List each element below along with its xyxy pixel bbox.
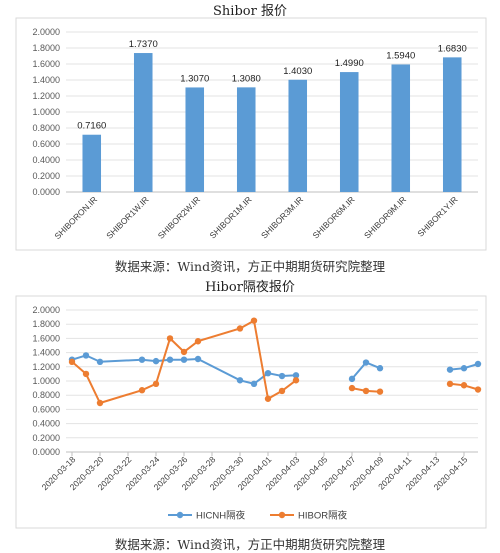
chart1-x-tick-label: SHIBOR6M.IR bbox=[311, 194, 357, 240]
chart2-y-tick-label: 1.2000 bbox=[32, 362, 60, 372]
chart1-y-tick-label: 0.6000 bbox=[32, 139, 60, 149]
hicnh-data-point bbox=[236, 377, 244, 384]
hicnh-data-point bbox=[460, 365, 468, 372]
hicnh-data-point bbox=[348, 375, 356, 383]
hibor-data-point bbox=[180, 348, 188, 356]
chart1-data-label: 1.6830 bbox=[438, 43, 467, 54]
hibor-data-point bbox=[96, 399, 104, 407]
chart1-data-label: 1.3070 bbox=[180, 73, 209, 84]
chart2-y-tick-label: 0.6000 bbox=[32, 404, 60, 414]
hibor-data-point bbox=[446, 380, 454, 388]
chart1-data-label: 1.7370 bbox=[129, 39, 158, 50]
shibor-bar-chart: 0.0000 0.2000 0.4000 0.6000 0.8000 1.0000 1.20… bbox=[15, 17, 487, 251]
chart2-y-tick-label: 0.8000 bbox=[32, 390, 60, 400]
chart1-bar bbox=[82, 134, 102, 192]
chart2-y-tick-label: 1.6000 bbox=[32, 333, 60, 343]
hibor-data-point bbox=[152, 380, 160, 388]
chart1-bar bbox=[133, 53, 153, 192]
chart1-y-tick-label: 1.4000 bbox=[32, 75, 60, 85]
chart1-data-label: 1.3080 bbox=[232, 73, 261, 84]
chart1-bar bbox=[185, 87, 205, 192]
hicnh-data-point bbox=[82, 352, 90, 359]
hibor-data-point bbox=[460, 382, 468, 389]
chart2-y-tick-label: 2.0000 bbox=[32, 305, 60, 315]
chart1-y-tick-label: 0.8000 bbox=[32, 123, 60, 133]
chart1-x-tick-label: SHIBOR3M.IR bbox=[259, 194, 305, 240]
chart2-title: Hibor隔夜报价 bbox=[205, 280, 295, 295]
hicnh-data-point bbox=[362, 359, 370, 366]
hibor-data-point bbox=[194, 338, 202, 345]
hicnh-data-point bbox=[250, 380, 258, 388]
chart2-y-tick-label: 0.2000 bbox=[32, 433, 60, 443]
chart2-y-tick-label: 0.0000 bbox=[32, 447, 60, 457]
chart1-data-label: 0.7160 bbox=[77, 121, 106, 132]
hibor-data-point bbox=[474, 386, 482, 393]
chart2-y-tick-label: 0.4000 bbox=[32, 419, 60, 429]
hibor-data-point bbox=[376, 388, 384, 395]
hicnh-data-point bbox=[376, 365, 384, 372]
hibor-data-point bbox=[250, 317, 258, 324]
chart1-y-tick-label: 0.4000 bbox=[32, 155, 60, 165]
hibor-data-point bbox=[292, 377, 300, 384]
chart1-data-label: 1.4990 bbox=[335, 58, 364, 69]
chart1-bar bbox=[236, 87, 256, 192]
chart1-data-label: 1.5940 bbox=[386, 50, 415, 61]
chart1-data-label: 1.4030 bbox=[283, 66, 312, 77]
chart2-y-tick-label: 1.8000 bbox=[32, 319, 60, 329]
hibor-data-point bbox=[264, 395, 272, 402]
hibor-data-point bbox=[68, 358, 76, 366]
hicnh-data-point bbox=[180, 356, 188, 363]
hibor-data-point bbox=[82, 370, 90, 378]
hicnh-data-point bbox=[474, 360, 482, 368]
chart2-source: 数据来源：Wind资讯，方正中期期货研究院整理 bbox=[114, 537, 386, 552]
chart1-y-tick-label: 1.6000 bbox=[32, 59, 60, 69]
hicnh-data-point bbox=[264, 369, 272, 377]
hibor-data-point bbox=[278, 387, 286, 395]
chart1-y-tick-label: 1.0000 bbox=[32, 107, 60, 117]
hibor-data-point bbox=[166, 335, 174, 342]
chart1-y-tick-label: 1.2000 bbox=[32, 91, 60, 101]
hicnh-data-point bbox=[166, 356, 174, 363]
legend-swatch-marker bbox=[176, 511, 184, 519]
chart1-bar bbox=[339, 72, 359, 192]
chart1-bar bbox=[391, 64, 411, 192]
chart1-x-tick-label: SHIBOR1M.IR bbox=[208, 194, 254, 240]
chart1-y-tick-label: 1.8000 bbox=[32, 43, 60, 53]
hicnh-data-point bbox=[446, 366, 454, 373]
hicnh-data-point bbox=[96, 358, 104, 366]
hibor-data-point bbox=[138, 387, 146, 394]
chart2-y-tick-label: 1.0000 bbox=[32, 376, 60, 386]
chart2-y-tick-label: 1.4000 bbox=[32, 348, 60, 358]
chart1-bar bbox=[442, 57, 462, 192]
legend-entry-label: HIBOR隔夜 bbox=[298, 510, 348, 522]
hicnh-data-point bbox=[278, 372, 286, 380]
legend-swatch-marker bbox=[278, 511, 286, 519]
hibor-line-chart: 0.0000 0.2000 0.4000 0.6000 0.8000 1.0000 1.20… bbox=[15, 295, 487, 529]
chart1-x-tick-label: SHIBOR2W.IR bbox=[156, 194, 202, 240]
chart1-source: 数据来源：Wind资讯，方正中期期货研究院整理 bbox=[114, 259, 386, 274]
hicnh-data-point bbox=[194, 355, 202, 363]
legend-entry-label: HICNH隔夜 bbox=[196, 510, 246, 522]
chart1-x-tick-label: SHIBOR1W.IR bbox=[104, 194, 150, 240]
hicnh-data-point bbox=[152, 357, 160, 365]
chart1-x-tick-label: SHIBOR1Y.IR bbox=[415, 194, 459, 238]
hicnh-data-point bbox=[292, 372, 300, 379]
chart1-y-tick-label: 0.2000 bbox=[32, 171, 60, 181]
hibor-data-point bbox=[362, 387, 370, 395]
hibor-data-point bbox=[348, 384, 356, 392]
chart1-title: Shibor 报价 bbox=[213, 4, 287, 19]
chart1-y-tick-label: 2.0000 bbox=[32, 27, 60, 37]
hicnh-data-point bbox=[138, 356, 146, 363]
chart1-bar bbox=[288, 79, 308, 192]
chart1-x-tick-label: SHIBOR9M.IR bbox=[362, 194, 408, 240]
chart1-x-tick-label: SHIBORON.IR bbox=[52, 194, 99, 241]
hibor-data-point bbox=[236, 325, 244, 332]
chart1-y-tick-label: 0.0000 bbox=[32, 187, 60, 197]
